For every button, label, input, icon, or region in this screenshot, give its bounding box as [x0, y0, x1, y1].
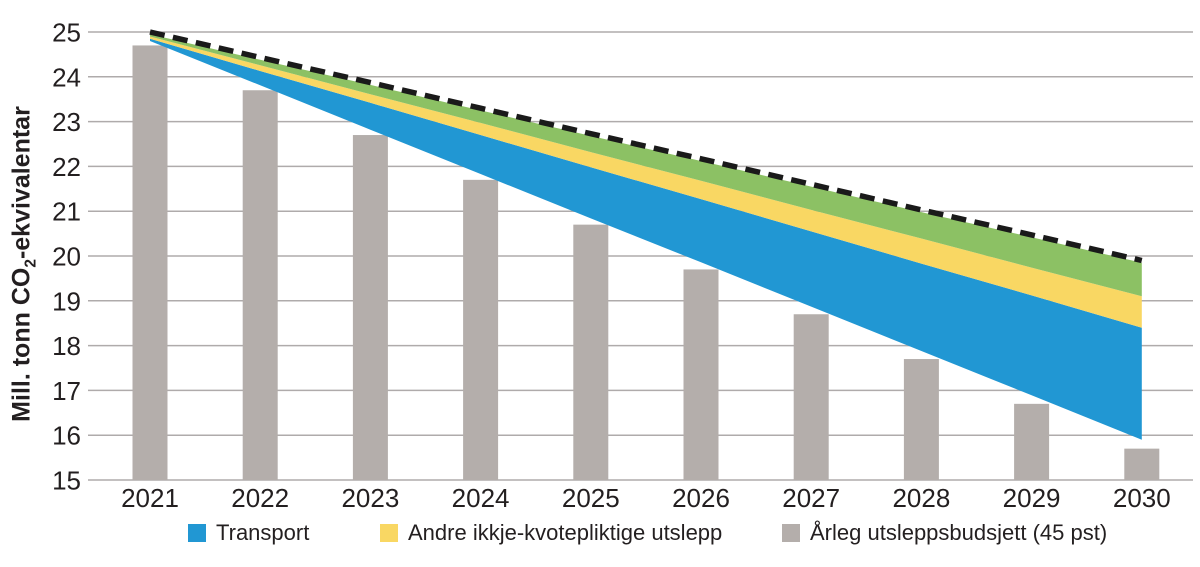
legend-swatch-andre-ikkje-kvotepliktige	[380, 524, 398, 542]
legend-item-transport: Transport	[188, 520, 309, 546]
area-andre	[150, 36, 1142, 328]
budget-bar	[463, 179, 499, 480]
y-tick-label: 25	[52, 18, 81, 48]
budget-bar	[573, 224, 609, 480]
x-tick-label: 2030	[1113, 483, 1171, 513]
y-tick-label: 21	[52, 197, 81, 227]
budget-bar	[683, 269, 719, 480]
legend-item-arleg-utsleppsbudsjett: Årleg utsleppsbudsjett (45 pst)	[782, 520, 1107, 546]
y-tick-label: 17	[52, 376, 81, 406]
budget-bar	[903, 359, 939, 480]
x-tick-label: 2024	[452, 483, 510, 513]
legend-label-transport: Transport	[216, 520, 310, 545]
budget-bar	[242, 90, 278, 481]
legend-label-arleg-utsleppsbudsjett: Årleg utsleppsbudsjett (45 pst)	[810, 520, 1108, 545]
dashed-budget-line	[149, 29, 1143, 264]
x-tick-label: 2023	[341, 483, 399, 513]
x-tick-label: 2025	[562, 483, 620, 513]
y-tick-label: 16	[52, 421, 81, 451]
x-tick-label: 2021	[121, 483, 179, 513]
x-tick-label: 2029	[1003, 483, 1061, 513]
area-transport	[150, 38, 1142, 440]
area-green-unlabeled	[150, 34, 1142, 297]
budget-bar	[793, 314, 829, 480]
budget-bar	[1124, 448, 1160, 480]
y-tick-label: 19	[52, 286, 81, 316]
y-tick-label: 24	[52, 62, 81, 92]
x-tick-label: 2022	[231, 483, 289, 513]
y-tick-label: 15	[52, 466, 81, 496]
legend-swatch-transport	[188, 524, 206, 542]
y-tick-label: 22	[52, 152, 81, 182]
x-tick-label: 2026	[672, 483, 730, 513]
x-tick-label: 2028	[892, 483, 950, 513]
budget-bar	[1014, 403, 1050, 480]
x-tick-label: 2027	[782, 483, 840, 513]
budget-bar	[352, 135, 388, 481]
legend-swatch-arleg-utsleppsbudsjett	[782, 524, 800, 542]
y-tick-label: 23	[52, 107, 81, 137]
legend-item-andre-ikkje-kvotepliktige: Andre ikkje-kvotepliktige utslepp	[380, 520, 722, 546]
legend-label-andre-ikkje-kvotepliktige: Andre ikkje-kvotepliktige utslepp	[408, 520, 723, 545]
y-tick-label: 18	[52, 331, 81, 361]
y-tick-label: 20	[52, 242, 81, 272]
budget-bar	[132, 45, 168, 480]
